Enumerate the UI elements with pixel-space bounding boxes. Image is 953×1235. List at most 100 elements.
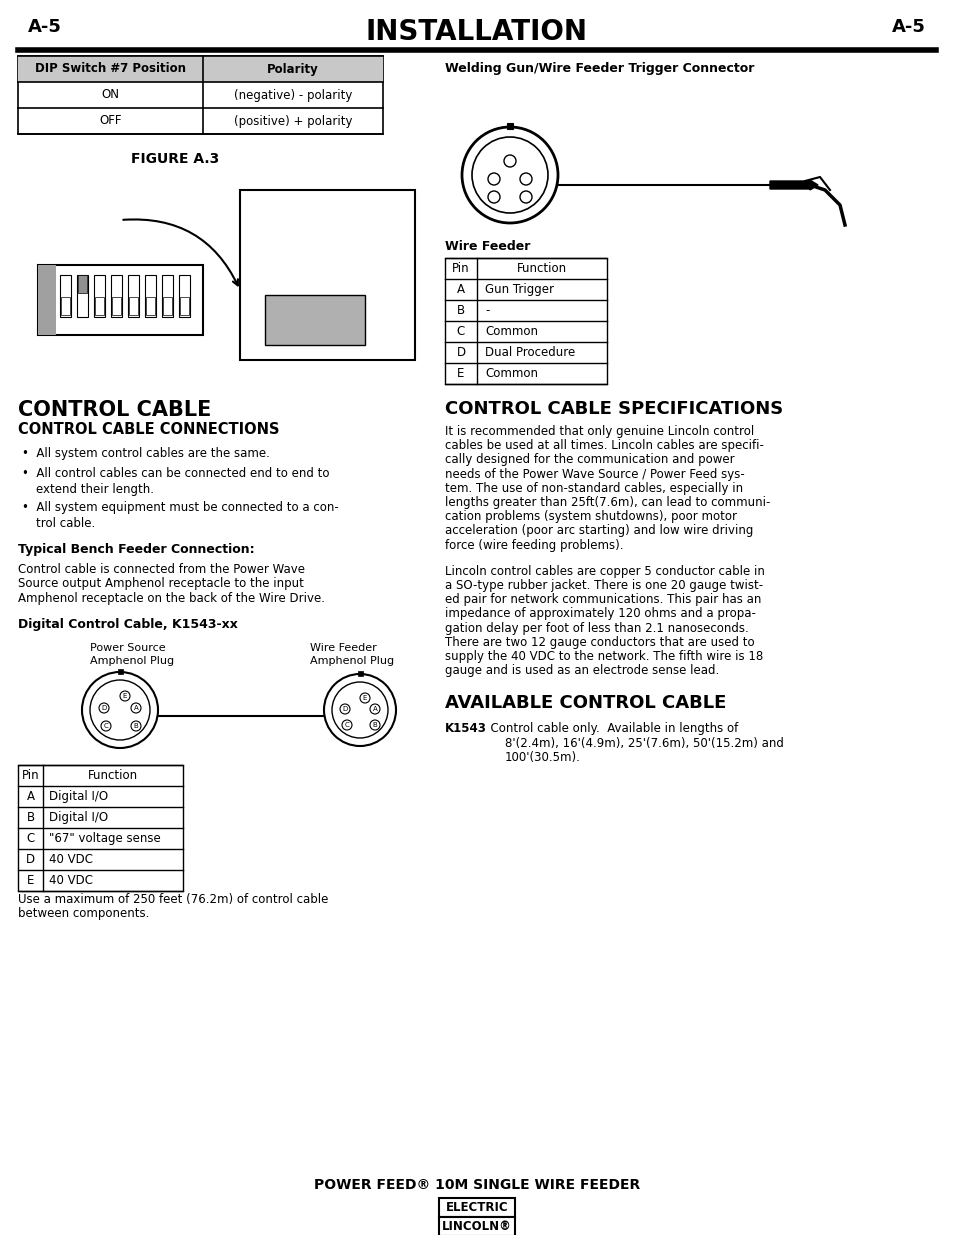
Circle shape bbox=[472, 137, 547, 212]
Bar bbox=[506, 124, 513, 128]
Text: Power Source: Power Source bbox=[90, 643, 166, 653]
Text: trol cable.: trol cable. bbox=[36, 516, 95, 530]
Text: Gun Trigger: Gun Trigger bbox=[484, 283, 554, 296]
Bar bbox=[94, 275, 105, 317]
Circle shape bbox=[101, 721, 111, 731]
Bar bbox=[38, 266, 203, 335]
Text: ON: ON bbox=[101, 89, 119, 101]
Text: "67" voltage sense: "67" voltage sense bbox=[49, 832, 161, 845]
Bar bbox=[162, 275, 172, 317]
Circle shape bbox=[332, 682, 388, 739]
Text: Lincoln control cables are copper 5 conductor cable in: Lincoln control cables are copper 5 cond… bbox=[444, 564, 764, 578]
Bar bbox=[357, 671, 363, 676]
Text: Common: Common bbox=[484, 367, 537, 380]
Text: CONTROL CABLE SPECIFICATIONS: CONTROL CABLE SPECIFICATIONS bbox=[444, 400, 782, 417]
Text: Function: Function bbox=[517, 262, 566, 275]
Text: •  All control cables can be connected end to end to: • All control cables can be connected en… bbox=[22, 467, 329, 480]
Bar bbox=[146, 296, 154, 315]
Text: Welding Gun/Wire Feeder Trigger Connector: Welding Gun/Wire Feeder Trigger Connecto… bbox=[444, 62, 754, 75]
Bar bbox=[444, 258, 606, 384]
Circle shape bbox=[341, 720, 352, 730]
Text: FIGURE A.3: FIGURE A.3 bbox=[131, 152, 219, 165]
Text: OFF: OFF bbox=[99, 115, 122, 127]
Circle shape bbox=[488, 191, 499, 203]
Text: ed pair for network communications. This pair has an: ed pair for network communications. This… bbox=[444, 593, 760, 606]
Circle shape bbox=[82, 672, 158, 748]
Text: 8'(2.4m), 16'(4.9m), 25'(7.6m), 50'(15.2m) and: 8'(2.4m), 16'(4.9m), 25'(7.6m), 50'(15.2… bbox=[504, 736, 783, 750]
Text: Control cable only.  Available in lengths of: Control cable only. Available in lengths… bbox=[482, 722, 738, 735]
Text: A-5: A-5 bbox=[28, 19, 62, 36]
Text: B: B bbox=[27, 811, 34, 824]
Bar bbox=[129, 296, 138, 315]
Bar bbox=[128, 275, 139, 317]
Text: POWER FEED® 10M SINGLE WIRE FEEDER: POWER FEED® 10M SINGLE WIRE FEEDER bbox=[314, 1178, 639, 1192]
Circle shape bbox=[131, 703, 141, 713]
Circle shape bbox=[370, 704, 379, 714]
Text: E: E bbox=[456, 367, 464, 380]
Bar bbox=[118, 669, 123, 674]
Text: There are two 12 gauge conductors that are used to: There are two 12 gauge conductors that a… bbox=[444, 636, 754, 648]
Text: E: E bbox=[27, 874, 34, 887]
Text: between components.: between components. bbox=[18, 906, 150, 920]
Text: ELECTRIC: ELECTRIC bbox=[445, 1200, 508, 1214]
Text: 40 VDC: 40 VDC bbox=[49, 853, 92, 866]
Circle shape bbox=[461, 127, 558, 224]
Bar bbox=[18, 764, 183, 890]
Text: Wire Feeder: Wire Feeder bbox=[444, 240, 530, 253]
Text: Typical Bench Feeder Connection:: Typical Bench Feeder Connection: bbox=[18, 543, 254, 556]
Text: Amphenol Plug: Amphenol Plug bbox=[90, 656, 174, 666]
Bar bbox=[112, 296, 121, 315]
Text: A: A bbox=[133, 705, 138, 711]
Text: B: B bbox=[133, 722, 138, 729]
Bar bbox=[18, 56, 382, 82]
Bar bbox=[111, 275, 122, 317]
Bar bbox=[61, 296, 70, 315]
Circle shape bbox=[359, 693, 370, 703]
Bar bbox=[265, 295, 365, 345]
Text: Amphenol Plug: Amphenol Plug bbox=[310, 656, 394, 666]
FancyArrow shape bbox=[769, 180, 817, 190]
Text: cables be used at all times. Lincoln cables are specifi-: cables be used at all times. Lincoln cab… bbox=[444, 440, 763, 452]
Bar bbox=[77, 275, 88, 317]
Text: -: - bbox=[484, 304, 489, 317]
Circle shape bbox=[90, 680, 150, 740]
Bar bbox=[180, 296, 189, 315]
Bar bbox=[38, 266, 56, 335]
Bar bbox=[163, 296, 172, 315]
Text: Use a maximum of 250 feet (76.2m) of control cable: Use a maximum of 250 feet (76.2m) of con… bbox=[18, 893, 328, 906]
Text: Amphenol receptacle on the back of the Wire Drive.: Amphenol receptacle on the back of the W… bbox=[18, 592, 325, 605]
Text: C: C bbox=[104, 722, 109, 729]
Text: Wire Feeder: Wire Feeder bbox=[310, 643, 376, 653]
Text: E: E bbox=[362, 695, 367, 701]
Text: 100'(30.5m).: 100'(30.5m). bbox=[504, 751, 580, 763]
Text: D: D bbox=[342, 706, 347, 713]
Text: D: D bbox=[456, 346, 465, 359]
Circle shape bbox=[324, 674, 395, 746]
Text: lengths greater than 25ft(7.6m), can lead to communi-: lengths greater than 25ft(7.6m), can lea… bbox=[444, 496, 770, 509]
Bar bbox=[179, 275, 190, 317]
Circle shape bbox=[131, 721, 141, 731]
Text: A: A bbox=[456, 283, 464, 296]
Text: Pin: Pin bbox=[452, 262, 469, 275]
Bar bbox=[240, 190, 415, 359]
Bar bbox=[18, 56, 382, 135]
Text: Dual Procedure: Dual Procedure bbox=[484, 346, 575, 359]
Text: D: D bbox=[26, 853, 35, 866]
Text: •  All system equipment must be connected to a con-: • All system equipment must be connected… bbox=[22, 500, 338, 514]
Text: Digital I/O: Digital I/O bbox=[49, 811, 108, 824]
Text: Pin: Pin bbox=[22, 769, 39, 782]
Circle shape bbox=[370, 720, 379, 730]
Text: A: A bbox=[373, 706, 377, 713]
Text: A: A bbox=[27, 790, 34, 803]
Text: a SO-type rubber jacket. There is one 20 gauge twist-: a SO-type rubber jacket. There is one 20… bbox=[444, 579, 762, 592]
Text: cally designed for the communication and power: cally designed for the communication and… bbox=[444, 453, 734, 467]
Text: tem. The use of non-standard cables, especially in: tem. The use of non-standard cables, esp… bbox=[444, 482, 742, 495]
Circle shape bbox=[519, 173, 532, 185]
Text: B: B bbox=[373, 722, 377, 727]
Circle shape bbox=[120, 692, 130, 701]
Text: C: C bbox=[344, 722, 349, 727]
Text: needs of the Power Wave Source / Power Feed sys-: needs of the Power Wave Source / Power F… bbox=[444, 468, 744, 480]
Text: C: C bbox=[27, 832, 34, 845]
Text: It is recommended that only genuine Lincoln control: It is recommended that only genuine Linc… bbox=[444, 425, 754, 438]
Circle shape bbox=[503, 156, 516, 167]
